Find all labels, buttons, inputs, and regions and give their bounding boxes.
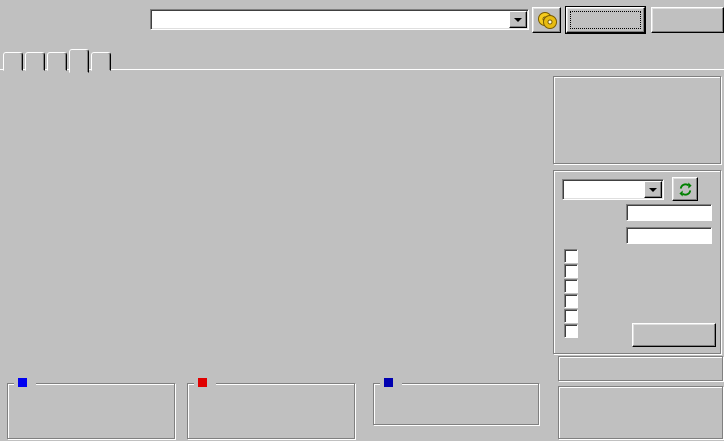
nero-logo xyxy=(6,1,148,41)
show-jitter-checkbox[interactable] xyxy=(564,294,578,308)
pi-errors-chart xyxy=(0,60,546,228)
end-position-input[interactable] xyxy=(626,227,712,244)
pi-failures-box xyxy=(187,378,355,439)
exit-button[interactable] xyxy=(651,7,724,33)
progress-box xyxy=(558,386,723,439)
po-failures-row xyxy=(373,426,537,439)
pi-failures-swatch-icon xyxy=(198,378,207,387)
advanced-button[interactable] xyxy=(632,323,716,347)
jitter-box xyxy=(373,378,539,425)
exit-button-label xyxy=(652,8,723,32)
pi-failures-legend xyxy=(194,378,216,387)
disc-info-group xyxy=(553,76,721,164)
drive-select-dropdown-button[interactable] xyxy=(509,11,527,28)
pi-failures-jitter-chart xyxy=(0,228,546,374)
advanced-button-label xyxy=(633,324,715,346)
scan-speed-dropdown-button[interactable] xyxy=(644,181,662,198)
chevron-down-icon xyxy=(649,188,657,192)
refresh-icon xyxy=(673,178,697,200)
start-button-label xyxy=(567,8,644,32)
show-read-speed-checkbox[interactable] xyxy=(564,309,578,323)
tab-scandisc[interactable] xyxy=(91,52,111,71)
drive-select-value xyxy=(151,10,528,29)
tab-disc-quality[interactable] xyxy=(69,49,89,73)
start-button[interactable] xyxy=(565,6,646,34)
show-c2-pif-checkbox[interactable] xyxy=(564,279,578,293)
drive-select[interactable] xyxy=(150,9,529,30)
pi-errors-legend xyxy=(14,378,36,387)
tab-benchmark[interactable] xyxy=(3,52,23,71)
eject-disc-button[interactable] xyxy=(532,7,561,33)
pi-errors-box xyxy=(7,378,175,439)
pi-errors-swatch-icon xyxy=(18,378,27,387)
jitter-swatch-icon xyxy=(384,378,393,387)
settings-group xyxy=(553,170,721,354)
focus-rect xyxy=(570,11,641,29)
start-position-input[interactable] xyxy=(626,204,712,221)
quick-scan-checkbox[interactable] xyxy=(564,249,578,263)
show-write-speed-checkbox[interactable] xyxy=(564,324,578,338)
show-c1-pie-checkbox[interactable] xyxy=(564,264,578,278)
tab-create-disc[interactable] xyxy=(25,52,45,71)
quality-score-box xyxy=(558,356,723,381)
tab-bar xyxy=(3,49,113,73)
tab-disc-info[interactable] xyxy=(47,52,67,71)
chevron-down-icon xyxy=(514,18,522,22)
jitter-legend xyxy=(380,378,402,387)
discs-icon xyxy=(533,8,560,32)
refresh-button[interactable] xyxy=(672,177,698,201)
tab-content-panel xyxy=(0,69,724,441)
scan-speed-select[interactable] xyxy=(562,179,664,200)
